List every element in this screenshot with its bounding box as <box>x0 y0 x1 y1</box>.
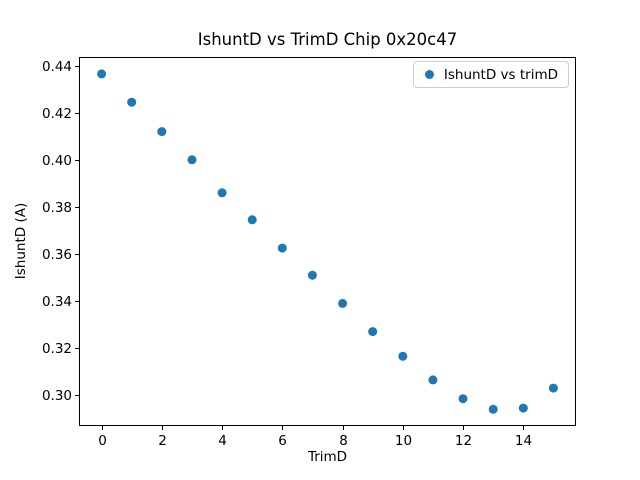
x-axis-label: TrimD <box>307 449 348 465</box>
axes-spines <box>79 57 576 426</box>
y-tick-label: 0.38 <box>41 199 72 216</box>
x-tick-label: 8 <box>339 433 348 449</box>
x-tick-label: 0 <box>98 433 107 449</box>
y-tick-label: 0.42 <box>41 105 72 122</box>
y-tick-label: 0.40 <box>41 152 72 169</box>
x-tick-label: 6 <box>278 433 287 449</box>
y-tick-label: 0.34 <box>41 293 72 310</box>
y-tick-label: 0.36 <box>41 246 72 263</box>
scatter-point <box>247 215 257 225</box>
legend-label: IshuntD vs trimD <box>443 66 558 83</box>
scatter-point <box>488 404 498 414</box>
y-tick-label: 0.30 <box>41 387 72 404</box>
x-tick-label: 12 <box>454 433 473 449</box>
x-tick-label: 10 <box>394 433 413 449</box>
scatter-point <box>368 327 378 337</box>
y-tick-label: 0.44 <box>41 58 72 75</box>
scatter-point <box>458 394 468 404</box>
scatter-point <box>217 188 227 198</box>
chart-title: IshuntD vs TrimD Chip 0x20c47 <box>197 30 458 49</box>
scatter-point <box>518 403 528 413</box>
legend-marker-icon <box>424 70 434 79</box>
scatter-point <box>277 243 287 253</box>
legend: IshuntD vs trimD <box>412 61 569 88</box>
scatter-point <box>398 351 408 361</box>
y-axis-label: IshuntD (A) <box>13 202 29 280</box>
x-tick-label: 2 <box>158 433 167 449</box>
y-tick-label: 0.32 <box>41 340 72 357</box>
scatter-point <box>307 270 317 280</box>
scatter-point <box>187 155 197 165</box>
x-tick-label: 14 <box>514 433 533 449</box>
x-tick-label: 4 <box>218 433 227 449</box>
scatter-point <box>97 69 107 79</box>
scatter-point <box>127 97 137 107</box>
scatter-point <box>428 375 438 385</box>
scatter-point <box>338 298 348 308</box>
scatter-point <box>157 127 167 137</box>
scatter-point <box>548 383 558 393</box>
